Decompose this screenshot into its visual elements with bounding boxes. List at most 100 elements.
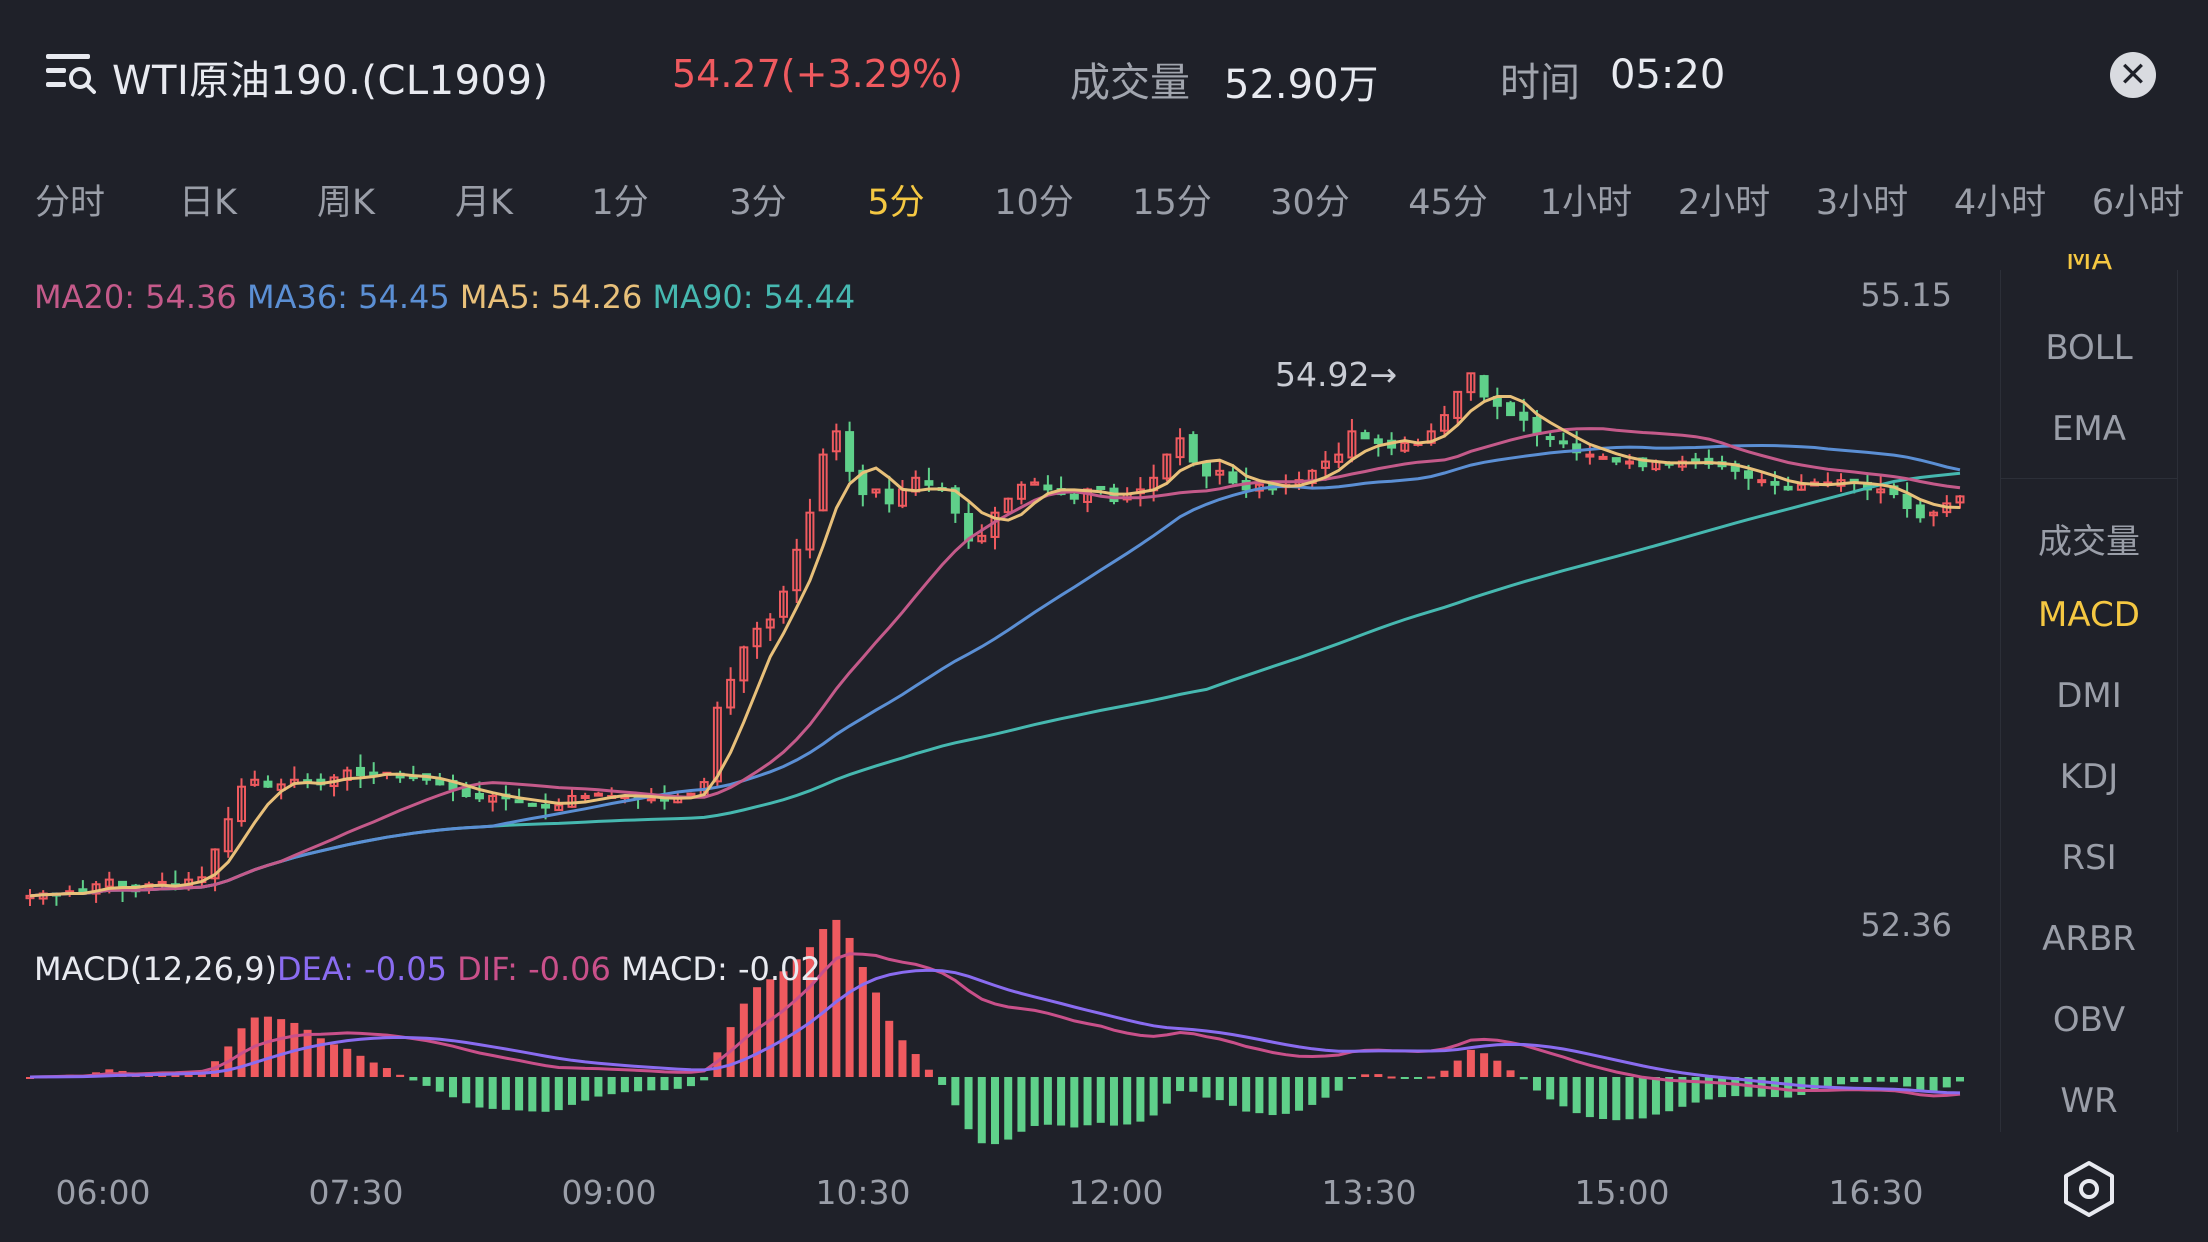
side-item-3[interactable]: MACD (2038, 595, 2140, 635)
macd-bar (409, 1077, 418, 1081)
macd-bar (779, 971, 788, 1077)
side-item-1[interactable]: EMA (2051, 409, 2127, 449)
macd-bar (938, 1077, 947, 1085)
macd-bar (805, 947, 814, 1077)
side-item-0[interactable]: BOLL (2045, 328, 2133, 368)
macd-bar (1480, 1053, 1489, 1077)
tab-15[interactable]: 6小时 (2091, 183, 2185, 223)
macd-bar (634, 1077, 643, 1092)
settings-hexagon-icon[interactable] (2060, 1160, 2118, 1218)
tab-1[interactable]: 日K (179, 183, 237, 223)
macd-bar (845, 937, 854, 1077)
side-item-5[interactable]: KDJ (2059, 757, 2119, 797)
macd-bar (1255, 1077, 1264, 1114)
close-button[interactable]: ✕ (2110, 52, 2156, 98)
tab-10[interactable]: 45分 (1408, 183, 1488, 223)
macd-bar (1202, 1077, 1211, 1098)
side-item-8[interactable]: OBV (2052, 1000, 2126, 1040)
macd-bar (1956, 1077, 1964, 1082)
candle-body (726, 678, 736, 709)
tab-13[interactable]: 3小时 (1815, 183, 1909, 223)
candle-body (514, 799, 524, 804)
macd-bar (541, 1077, 550, 1112)
ma90-legend: MA90: 54.44 (652, 278, 856, 316)
macd-bar (1916, 1077, 1925, 1092)
macd-bar (1850, 1077, 1859, 1082)
tab-2[interactable]: 周K (317, 183, 375, 223)
macd-bar (1532, 1077, 1541, 1091)
tab-11[interactable]: 1小时 (1539, 183, 1633, 223)
tab-14[interactable]: 4小时 (1953, 183, 2047, 223)
macd-bar (1030, 1077, 1039, 1126)
macd-bar (1427, 1076, 1436, 1079)
candle-body (474, 792, 484, 800)
time-value: 05:20 (1610, 52, 1726, 98)
macd-bar (1281, 1077, 1290, 1114)
side-item-6[interactable]: RSI (2061, 838, 2117, 878)
macd-bar (1004, 1077, 1013, 1140)
side-item-4[interactable]: DMI (2056, 676, 2122, 716)
side-item-2[interactable]: 成交量 (2038, 522, 2140, 562)
side-item-9[interactable]: WR (2060, 1081, 2118, 1121)
candle-body (1955, 495, 1965, 504)
tab-5[interactable]: 3分 (729, 183, 787, 223)
macd-bar (1268, 1077, 1277, 1116)
candle-body (845, 431, 855, 472)
macd-bar (700, 1077, 709, 1081)
candle-body (1876, 488, 1886, 494)
macd-bar (515, 1077, 524, 1111)
candlestick-chart[interactable] (0, 250, 2000, 1150)
macd-bar (1731, 1077, 1740, 1097)
macd-bar (1136, 1077, 1145, 1122)
list-search-icon[interactable] (46, 50, 96, 96)
macd-bar (488, 1077, 497, 1109)
macd-params: MACD(12,26,9) (34, 950, 278, 988)
ma5-line (29, 395, 1961, 898)
tab-3[interactable]: 月K (455, 183, 513, 223)
macd-bar (1466, 1049, 1475, 1077)
tab-7[interactable]: 10分 (994, 183, 1074, 223)
macd-bar (1109, 1077, 1118, 1126)
tab-9[interactable]: 30分 (1270, 183, 1350, 223)
ma5-legend: MA5: 54.26 (459, 278, 643, 316)
macd-bar (1625, 1077, 1634, 1120)
tab-6[interactable]: 5分 (867, 183, 925, 223)
tab-4[interactable]: 1分 (591, 183, 649, 223)
candle-body (950, 487, 960, 514)
candle-body (1638, 457, 1648, 468)
tab-0[interactable]: 分时 (34, 183, 106, 223)
macd-bar (1189, 1077, 1198, 1092)
macd-bar (1506, 1070, 1515, 1077)
candle-body (1439, 414, 1449, 432)
macd-bar (330, 1044, 339, 1077)
candle-body (210, 848, 220, 880)
time-label-0: 06:00 (55, 1173, 151, 1212)
time-label-6: 15:00 (1574, 1173, 1670, 1212)
macd-bar (1889, 1077, 1898, 1083)
macd-bar (1863, 1077, 1872, 1083)
candle-body (1016, 483, 1026, 500)
candle-body (924, 480, 934, 486)
macd-bar (1096, 1077, 1105, 1123)
instrument-title[interactable]: WTI原油190.(CL1909) (112, 58, 549, 104)
candle-body (1545, 436, 1555, 441)
side-item-ma[interactable]: MA (2065, 254, 2113, 277)
macd-bar (356, 1055, 365, 1077)
macd-bar (303, 1029, 312, 1077)
macd-bar (1572, 1077, 1581, 1114)
ma20-line (29, 427, 1961, 898)
candle-body (104, 878, 114, 888)
candle-body (1770, 481, 1780, 486)
candle-body (1532, 416, 1542, 435)
macd-bar (1493, 1060, 1502, 1077)
candle-body (1611, 457, 1621, 463)
tab-12[interactable]: 2小时 (1677, 183, 1771, 223)
macd-bar (1440, 1070, 1449, 1077)
macd-bar (1387, 1076, 1396, 1079)
side-item-7[interactable]: ARBR (2042, 919, 2136, 959)
tab-8[interactable]: 15分 (1132, 183, 1212, 223)
candle-body (1783, 485, 1793, 491)
macd-bar (594, 1077, 603, 1097)
candle-body (1757, 479, 1767, 484)
macd-bar (673, 1077, 682, 1089)
